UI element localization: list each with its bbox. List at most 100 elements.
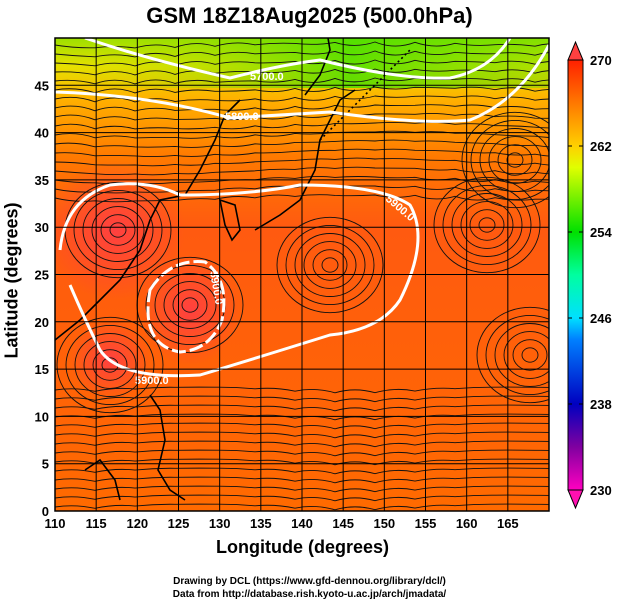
colorbar-tick-label: 270 [590, 53, 612, 68]
x-tick-label: 130 [209, 516, 231, 531]
colorbar-tick-label: 230 [590, 483, 612, 498]
streamline [55, 68, 549, 76]
y-tick-label: 30 [35, 220, 49, 235]
streamline [55, 148, 549, 158]
streamline-vortex [479, 128, 549, 192]
chart-title: GSM 18Z18Aug2025 (500.0hPa) [146, 3, 473, 28]
y-tick-label: 40 [35, 126, 49, 141]
streamline-vortex [497, 144, 533, 176]
streamline-vortex [82, 198, 154, 262]
streamline-vortex [451, 193, 523, 257]
streamline-vortex [163, 281, 217, 329]
streamline-vortex [73, 189, 163, 271]
streamline-vortex [476, 306, 549, 404]
height-contours [55, 38, 549, 378]
streamline-vortex [83, 341, 137, 389]
streamline-vortex [506, 152, 524, 168]
y-tick-label: 45 [35, 78, 49, 93]
streamline-vortex [461, 111, 549, 209]
streamline-vortex [442, 184, 532, 266]
streamline-vortex [91, 206, 145, 254]
streamline [55, 121, 549, 130]
contour-label: 5900.0 [135, 375, 169, 387]
streamline-vortex [145, 264, 235, 346]
streamline-vortex [460, 201, 514, 249]
streamline [55, 467, 549, 475]
streamline [55, 59, 549, 67]
streamline [55, 112, 549, 121]
y-axis: 0 5 10 15 20 25 30 35 40 45 [35, 78, 49, 519]
streamline-vortex [294, 233, 366, 297]
streamline-vortex [285, 224, 375, 306]
x-tick-label: 165 [497, 516, 519, 531]
colorbar: 230 238 246 254 262 270 [567, 40, 612, 510]
contour-label: 5900.0 [207, 270, 225, 305]
plot-frame [54, 37, 550, 512]
y-tick-label: 15 [35, 362, 49, 377]
streamline [55, 503, 549, 511]
streamline [55, 104, 549, 112]
streamline-vortex [503, 331, 549, 379]
streamline-vortex [303, 241, 357, 289]
streamline [55, 130, 549, 139]
streamline-vortex [321, 257, 339, 273]
streamline [55, 440, 549, 448]
credit-data: Data from http://database.rish.kyoto-u.a… [172, 589, 447, 600]
y-tick-label: 25 [35, 268, 49, 283]
credit-dcl: Drawing by DCL (https://www.gfd-dennou.o… [173, 576, 446, 587]
streamline-vortex [100, 214, 136, 246]
streamline-vortex [312, 249, 348, 281]
y-tick-label: 20 [35, 315, 49, 330]
streamline-vortex [181, 297, 199, 313]
y-tick-label: 5 [42, 457, 49, 472]
streamline-vortex [65, 324, 155, 406]
streamline-vortex [494, 323, 549, 387]
streamline [55, 476, 549, 484]
streamline-vortex [276, 216, 384, 314]
streamline [55, 458, 549, 466]
colorbar-extend-max [567, 40, 584, 61]
streamline-vortex [521, 347, 539, 363]
streamline [55, 95, 549, 103]
x-tick-label: 120 [126, 516, 148, 531]
streamline-vortex [92, 349, 128, 381]
y-tick-label: 0 [42, 504, 49, 519]
streamline [55, 404, 549, 412]
x-axis: 110 115 120 125 130 135 140 145 150 155 160 165 [45, 516, 519, 531]
streamline-vortex [74, 333, 146, 397]
streamline [55, 41, 549, 49]
x-axis-label: Longitude (degrees) [215, 537, 389, 557]
colorbar-scale [567, 59, 584, 491]
streamline [55, 485, 549, 493]
streamline [55, 422, 549, 430]
streamline-vortex [469, 209, 505, 241]
streamline-vortex [485, 314, 549, 396]
streamline-vortex [172, 289, 208, 321]
streamline [55, 431, 549, 439]
x-tick-label: 160 [456, 516, 478, 531]
streamline [55, 86, 549, 94]
streamline [55, 449, 549, 457]
y-tick-label: 10 [35, 409, 49, 424]
streamline-vortex [512, 339, 548, 371]
x-tick-label: 150 [373, 516, 395, 531]
grid [55, 38, 549, 511]
colorbar-tick-label: 246 [590, 311, 612, 326]
colorbar-tick-label: 254 [590, 225, 612, 240]
x-tick-label: 155 [415, 516, 437, 531]
streamline-vortex [433, 176, 541, 274]
colorbar-tick-label: 238 [590, 397, 612, 412]
streamline [55, 194, 549, 203]
x-tick-label: 145 [332, 516, 354, 531]
streamline [55, 139, 549, 148]
streamline-vortex [470, 119, 549, 201]
streamline [55, 395, 549, 403]
y-axis-label: Latitude (degrees) [1, 202, 22, 359]
streamline [55, 494, 549, 502]
colorbar-extend-min [567, 489, 584, 510]
x-tick-label: 115 [86, 516, 107, 531]
streamline-vortex [488, 136, 542, 184]
streamline-vortex [56, 316, 164, 414]
